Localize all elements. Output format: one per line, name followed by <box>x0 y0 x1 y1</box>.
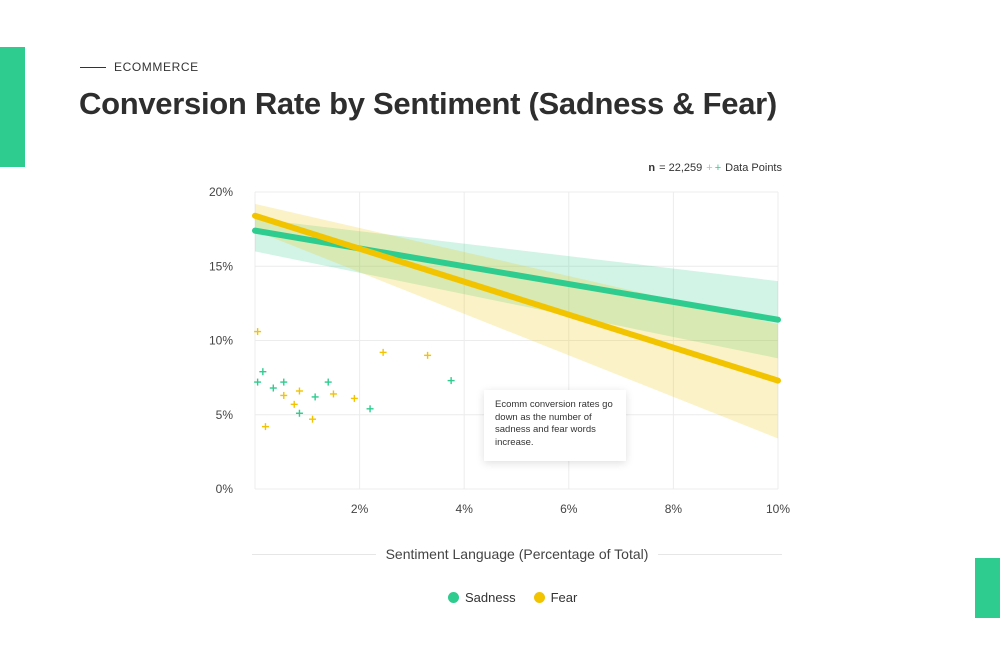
accent-bar-right <box>975 558 1000 618</box>
y-tick-label: 20% <box>209 185 233 199</box>
data-point-fear <box>295 387 303 395</box>
plus-icon-yellow: + <box>706 162 713 174</box>
sample-size-note: n = 22,259 + + Data Points <box>648 162 782 174</box>
data-point-fear <box>261 423 269 431</box>
n-label: n <box>648 162 656 174</box>
data-point-sadness <box>324 378 332 386</box>
data-points <box>254 328 455 431</box>
data-point-fear <box>280 391 288 399</box>
data-point-sadness <box>366 405 374 413</box>
data-point-fear <box>309 415 317 423</box>
data-point-sadness <box>254 378 262 386</box>
x-axis-title: Sentiment Language (Percentage of Total) <box>385 546 649 562</box>
legend-label-sadness: Sadness <box>465 590 516 605</box>
accent-bar-left <box>0 47 25 167</box>
y-tick-label: 5% <box>216 408 234 422</box>
data-point-sadness <box>259 368 267 376</box>
y-tick-label: 0% <box>216 482 234 496</box>
eyebrow-rule <box>80 66 106 68</box>
x-title-rule-right <box>658 553 782 555</box>
confidence-band-fear <box>255 203 778 439</box>
chart-title: Conversion Rate by Sentiment (Sadness & … <box>79 86 777 121</box>
data-point-sadness <box>280 378 288 386</box>
n-value: = 22,259 <box>659 162 703 174</box>
data-points-label: Data Points <box>725 162 782 174</box>
data-point-fear <box>290 400 298 408</box>
y-tick-label: 15% <box>209 259 233 273</box>
legend-item-fear[interactable]: Fear <box>533 590 578 605</box>
x-tick-label: 4% <box>456 502 474 516</box>
data-point-sadness <box>269 384 277 392</box>
data-point-fear <box>254 328 262 336</box>
annotation-callout: Ecomm conversion rates go down as the nu… <box>484 390 626 461</box>
eyebrow: ECOMMERCE <box>80 60 199 74</box>
x-tick-label: 10% <box>766 502 790 516</box>
legend-item-sadness[interactable]: Sadness <box>448 590 516 605</box>
x-tick-label: 6% <box>560 502 578 516</box>
legend-dot-sadness <box>448 592 459 603</box>
trend-line-fear <box>252 212 781 384</box>
data-point-sadness <box>295 409 303 417</box>
legend-label-fear: Fear <box>550 590 578 605</box>
x-title-rule-left <box>252 553 376 555</box>
legend-dot-fear <box>533 592 545 603</box>
data-point-fear <box>379 348 387 356</box>
x-axis-title-row: Sentiment Language (Percentage of Total) <box>252 546 782 562</box>
data-point-fear <box>424 351 432 359</box>
eyebrow-label: ECOMMERCE <box>114 60 199 74</box>
trend-lines <box>252 212 781 384</box>
tick-labels: 2% 4% 6% 8% 10% 0% 5% 10% 15% 20% <box>209 185 790 516</box>
x-tick-label: 2% <box>351 502 369 516</box>
x-tick-label: 8% <box>665 502 683 516</box>
data-point-fear <box>329 390 337 398</box>
data-point-fear <box>350 394 358 402</box>
y-tick-label: 10% <box>209 334 233 348</box>
data-point-sadness <box>311 393 319 401</box>
data-point-sadness <box>447 377 455 385</box>
legend: Sadness Fear <box>448 590 577 605</box>
plus-icon-green: + <box>714 162 722 174</box>
